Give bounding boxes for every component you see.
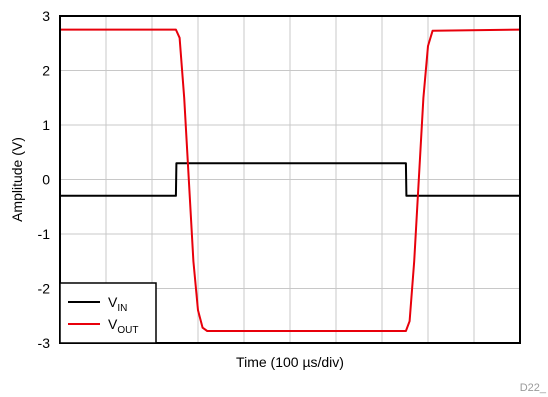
- x-axis-title: Time (100 µs/div): [236, 354, 344, 370]
- y-tick-label: -3: [38, 335, 51, 351]
- legend-box: [59, 282, 157, 344]
- y-tick-label: 1: [42, 117, 50, 133]
- y-tick-label: 2: [42, 63, 50, 79]
- y-axis-title: Amplitude (V): [9, 137, 25, 222]
- grid: [60, 16, 520, 343]
- plot-frame: [59, 15, 521, 344]
- legend-label: VIN: [108, 294, 127, 314]
- y-tick-label: 3: [42, 8, 50, 24]
- series-line-v-in: [60, 162, 520, 197]
- y-axis-ticks: 3 2 1 0 -1 -2 -3: [38, 8, 51, 351]
- y-tick-label: 0: [42, 172, 50, 188]
- series-layer: [60, 28, 521, 332]
- series-line-v-out: [60, 28, 521, 332]
- legend: VIN VOUT: [59, 282, 157, 344]
- y-tick-label: -2: [38, 281, 51, 297]
- legend-label: VOUT: [108, 316, 138, 336]
- y-tick-label: -1: [38, 226, 51, 242]
- figure-id: D22_: [520, 382, 547, 394]
